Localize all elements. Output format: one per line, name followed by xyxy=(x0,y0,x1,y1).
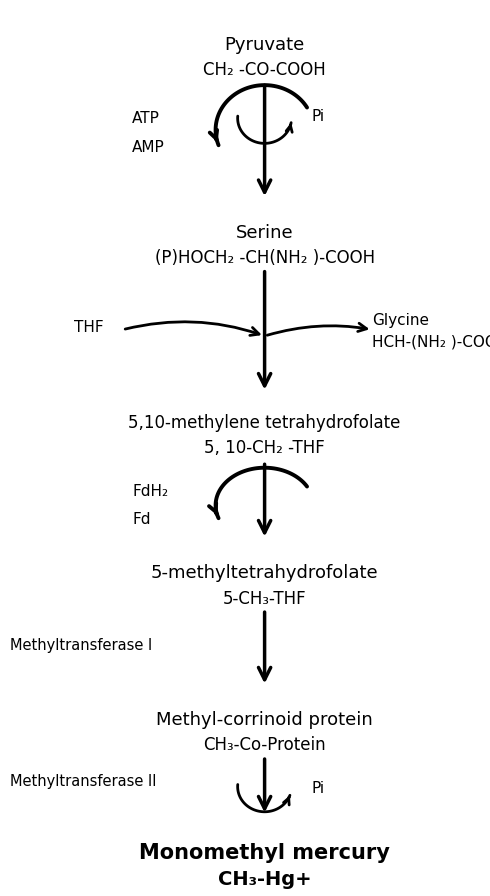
Text: Fd: Fd xyxy=(132,513,151,527)
Text: ATP: ATP xyxy=(132,111,160,125)
Text: HCH-(NH₂ )-COOH: HCH-(NH₂ )-COOH xyxy=(372,335,490,349)
Text: FdH₂: FdH₂ xyxy=(132,484,169,498)
Text: 5-CH₃-THF: 5-CH₃-THF xyxy=(223,590,306,607)
Text: Monomethyl mercury: Monomethyl mercury xyxy=(139,843,390,863)
Text: Methyltransferase I: Methyltransferase I xyxy=(10,638,152,652)
Text: AMP: AMP xyxy=(132,141,165,155)
Text: 5-methyltetrahydrofolate: 5-methyltetrahydrofolate xyxy=(151,564,378,582)
Text: Methyl-corrinoid protein: Methyl-corrinoid protein xyxy=(156,711,373,729)
Text: Methyltransferase II: Methyltransferase II xyxy=(10,774,156,788)
Text: Glycine: Glycine xyxy=(372,314,429,328)
Text: CH₃-Hg+: CH₃-Hg+ xyxy=(218,870,312,890)
Text: Pi: Pi xyxy=(311,109,324,124)
Text: CH₃-Co-Protein: CH₃-Co-Protein xyxy=(203,737,326,754)
Text: 5, 10-CH₂ -THF: 5, 10-CH₂ -THF xyxy=(204,439,325,457)
Text: 5,10-methylene tetrahydrofolate: 5,10-methylene tetrahydrofolate xyxy=(128,414,401,432)
Text: THF: THF xyxy=(74,321,103,335)
Text: Pi: Pi xyxy=(311,781,324,796)
Text: (P)HOCH₂ -CH(NH₂ )-COOH: (P)HOCH₂ -CH(NH₂ )-COOH xyxy=(154,249,375,267)
Text: Serine: Serine xyxy=(236,224,294,242)
Text: Pyruvate: Pyruvate xyxy=(224,36,305,54)
Text: CH₂ -CO-COOH: CH₂ -CO-COOH xyxy=(203,61,326,79)
